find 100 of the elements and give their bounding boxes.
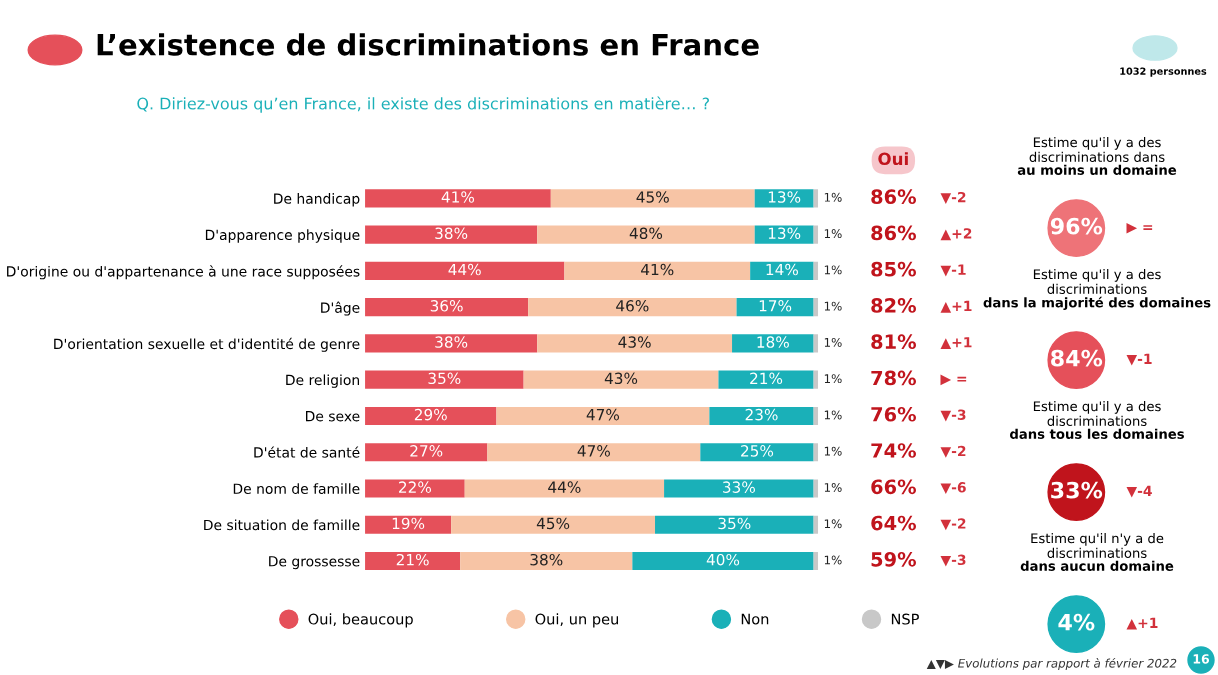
bar xyxy=(528,298,737,317)
data-label: 1% xyxy=(824,229,842,239)
bar xyxy=(664,479,814,498)
text: ▶ = xyxy=(940,374,967,386)
legend-label: Oui, beaucoup xyxy=(308,613,413,628)
data-label: 1% xyxy=(824,446,842,456)
data-label: 14% xyxy=(766,263,799,276)
legend-label: Oui, un peu xyxy=(535,613,618,628)
text: ▼-1 xyxy=(940,264,966,277)
bar xyxy=(564,261,751,280)
bar xyxy=(718,370,814,389)
chart-subtitle: Q. Diriez-vous qu’en France, il existe des discriminations en matière… ? xyxy=(137,96,709,113)
bar xyxy=(365,515,452,534)
y-tick-label: De grossesse xyxy=(269,556,360,570)
bar xyxy=(487,443,701,462)
bar xyxy=(365,298,529,317)
data-label: 45% xyxy=(536,517,570,530)
data-label: 43% xyxy=(604,372,638,385)
text: ▲+1 xyxy=(940,300,972,313)
data-label: 13% xyxy=(768,227,801,240)
bar xyxy=(460,551,633,571)
bar xyxy=(754,225,814,244)
data-label: 38% xyxy=(435,336,468,348)
bar xyxy=(365,479,465,498)
bar xyxy=(750,261,814,280)
data-label: 35% xyxy=(718,517,751,530)
data-label: 21% xyxy=(396,553,429,566)
bar xyxy=(365,189,551,208)
data-label: 47% xyxy=(577,445,610,457)
data-label: 35% xyxy=(428,372,461,385)
bar xyxy=(537,334,733,353)
bar xyxy=(365,551,461,571)
text: 66% xyxy=(871,479,916,495)
data-label: 38% xyxy=(435,227,468,240)
bar xyxy=(451,515,656,534)
bar xyxy=(365,370,524,389)
y-tick-label: D'orientation sexuelle et d'identité de genre xyxy=(54,337,360,352)
bar xyxy=(365,406,497,426)
y-tick-label: De sexe xyxy=(306,411,360,422)
text: 78% xyxy=(871,370,916,386)
bar xyxy=(537,225,755,244)
data-label: 29% xyxy=(414,408,447,421)
data-label: 17% xyxy=(759,300,792,312)
text: 59% xyxy=(871,551,916,567)
bar xyxy=(732,334,814,353)
y-tick-label: D'origine ou d'appartenance à une race supposées xyxy=(7,265,360,280)
text: Estime qu'il y a des discriminations dans la majorité des domaines xyxy=(983,269,1211,311)
data-label: 1% xyxy=(824,374,842,384)
bar xyxy=(550,189,755,208)
y-tick-label: D'âge xyxy=(321,301,360,316)
bar xyxy=(365,225,538,244)
text: ▲+2 xyxy=(940,228,972,241)
text: ▲+1 xyxy=(1126,617,1158,630)
data-label: 1% xyxy=(824,265,842,275)
text: 96% xyxy=(1050,217,1103,235)
text: ▼-6 xyxy=(940,482,966,495)
text: 1032 personnes xyxy=(1120,67,1207,77)
text: 81% xyxy=(871,334,916,350)
text: 16 xyxy=(1193,654,1210,664)
data-label: 25% xyxy=(741,445,774,457)
text: ▼-2 xyxy=(940,191,966,204)
data-label: 43% xyxy=(618,336,651,348)
data-label: 1% xyxy=(824,519,842,529)
data-label: 1% xyxy=(824,482,842,492)
data-label: 27% xyxy=(410,445,443,457)
y-tick-label: De situation de famille xyxy=(204,519,360,531)
data-label: 36% xyxy=(430,300,463,312)
bar xyxy=(496,406,710,426)
text: Oui xyxy=(878,152,908,166)
y-tick-label: D'apparence physique xyxy=(205,229,360,243)
bar xyxy=(700,443,814,462)
text: ▲+1 xyxy=(940,337,972,349)
text: 82% xyxy=(871,298,916,313)
y-tick-label: De religion xyxy=(286,374,359,388)
text: 4% xyxy=(1058,613,1095,631)
data-label: 41% xyxy=(441,191,475,203)
data-label: 46% xyxy=(616,300,649,312)
data-label: 1% xyxy=(824,301,842,311)
bar xyxy=(655,515,814,534)
text: 85% xyxy=(871,261,916,277)
text: ▼-3 xyxy=(940,554,966,567)
data-label: 41% xyxy=(641,263,674,276)
bar xyxy=(709,406,814,426)
text: 84% xyxy=(1051,349,1103,367)
text: ▼-3 xyxy=(940,409,966,422)
bar xyxy=(464,479,665,498)
data-label: 47% xyxy=(586,408,620,421)
data-label: 44% xyxy=(448,263,481,276)
data-label: 13% xyxy=(768,191,801,203)
data-label: 1% xyxy=(824,337,842,347)
text: ▼-2 xyxy=(940,518,966,531)
data-label: 40% xyxy=(706,553,740,566)
legend-label: NSP xyxy=(891,613,919,625)
data-label: 1% xyxy=(824,410,842,420)
text: 86% xyxy=(871,189,916,204)
text: ▶ = xyxy=(1126,222,1153,234)
text: 33% xyxy=(1051,481,1103,499)
chart-title: L’existence de discriminations en France xyxy=(97,33,759,56)
y-tick-label: De handicap xyxy=(274,193,360,207)
data-label: 23% xyxy=(745,408,778,421)
